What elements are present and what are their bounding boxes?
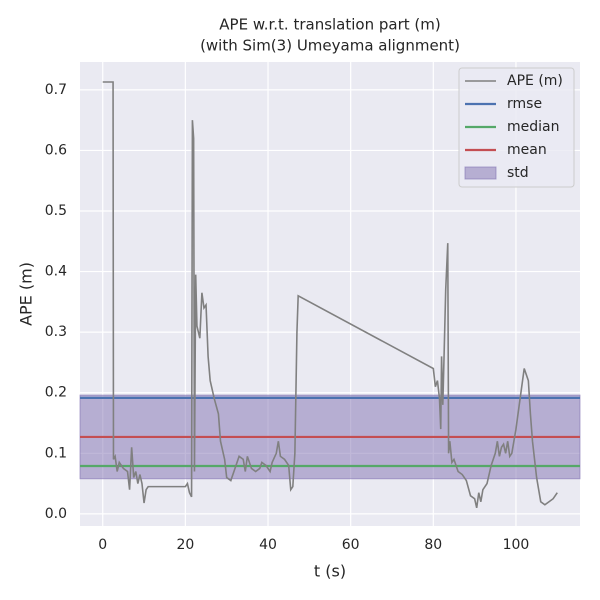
y-tick-label: 0.6 bbox=[45, 142, 67, 158]
chart-title: APE w.r.t. translation part (m) bbox=[219, 16, 440, 34]
y-tick-label: 0.1 bbox=[45, 445, 67, 461]
labels: 0.0 0.1 0.2 0.3 0.4 0.5 0.6 0.7 0 20 40 60 80 100 bbox=[45, 82, 530, 553]
data-line bbox=[102, 81, 558, 509]
x-tick-label: 80 bbox=[424, 537, 442, 553]
legend-box bbox=[458, 67, 575, 188]
y-tick-label: 0.5 bbox=[45, 203, 67, 219]
legend-swatch bbox=[464, 166, 497, 180]
y-tick-label: 0.7 bbox=[45, 82, 67, 98]
legend-label: mean bbox=[507, 142, 547, 158]
legend-label: std bbox=[507, 165, 529, 181]
legend: APE (m) rmse median mean std bbox=[458, 67, 575, 188]
y-tick-label: 0.2 bbox=[45, 385, 67, 401]
x-tick-label: 100 bbox=[503, 537, 530, 553]
x-tick-label: 20 bbox=[176, 537, 194, 553]
legend-label: APE (m) bbox=[507, 73, 563, 89]
x-tick-label: 60 bbox=[342, 537, 360, 553]
y-tick-label: 0.0 bbox=[45, 506, 67, 522]
legend-label: rmse bbox=[507, 96, 542, 112]
x-axis-label: t (s) bbox=[314, 562, 346, 581]
y-tick-label: 0.4 bbox=[45, 264, 67, 280]
y-tick-label: 0.3 bbox=[45, 324, 67, 340]
y-axis-label: APE (m) bbox=[17, 262, 36, 326]
x-tick-label: 0 bbox=[98, 537, 107, 553]
legend-label: median bbox=[507, 119, 559, 135]
x-tick-label: 40 bbox=[259, 537, 277, 553]
chart-subtitle: (with Sim(3) Umeyama alignment) bbox=[200, 37, 460, 55]
marks bbox=[79, 81, 581, 509]
